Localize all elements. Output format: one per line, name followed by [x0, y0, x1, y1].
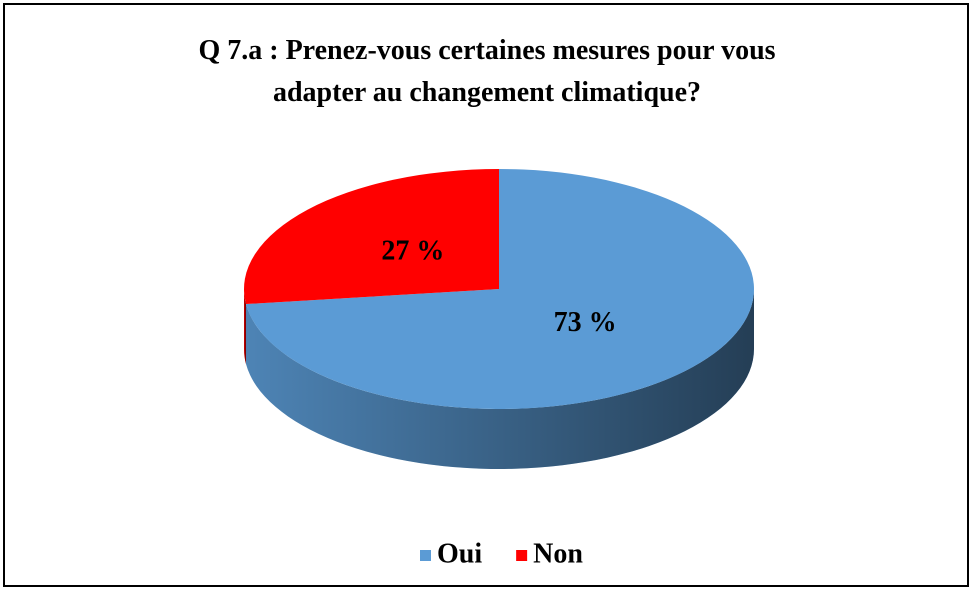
pie-slice: [246, 169, 754, 409]
data-label: 27 %: [381, 236, 444, 267]
side-shade: [244, 289, 247, 365]
legend-label: Oui: [437, 538, 482, 569]
data-label: 73 %: [554, 307, 617, 338]
legend-swatch: [420, 550, 431, 561]
legend-label: Non: [533, 538, 583, 569]
pie-slice: [244, 169, 499, 305]
chart-frame: [3, 3, 969, 587]
legend-swatch: [516, 550, 528, 561]
chart-title: Q 7.a : Prenez-vous certaines mesures po…: [198, 35, 776, 108]
side-shade: [246, 289, 755, 470]
